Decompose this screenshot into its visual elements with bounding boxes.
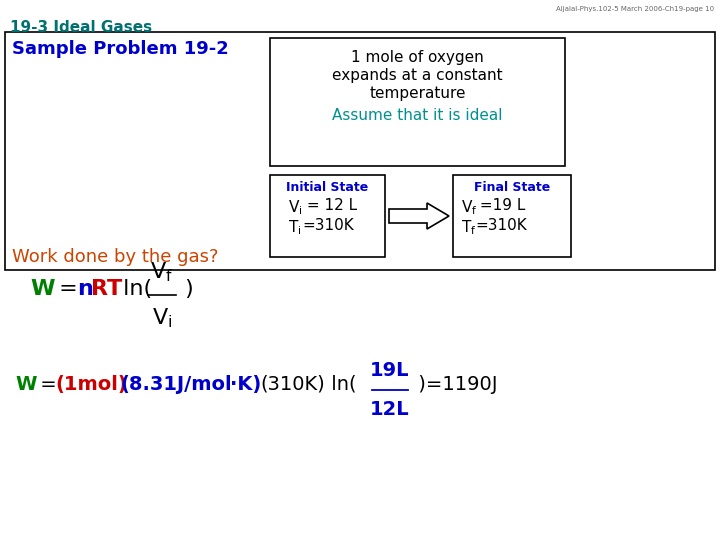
Text: T$_\mathregular{f}$: T$_\mathregular{f}$ [461,218,477,237]
Text: ): ) [178,279,194,299]
Text: 1 mole of oxygen: 1 mole of oxygen [351,50,484,65]
Text: 12L: 12L [370,400,410,419]
Text: (310K): (310K) [260,375,325,394]
Text: =310K: =310K [475,218,527,233]
Text: )=1190J: )=1190J [412,375,498,394]
Text: = 12 L: = 12 L [302,198,357,213]
Text: W: W [15,375,37,394]
Text: T$_\mathregular{i}$: T$_\mathregular{i}$ [288,218,302,237]
Text: (1mol): (1mol) [55,375,127,394]
Text: W: W [30,279,55,299]
Text: 19-3 Ideal Gases: 19-3 Ideal Gases [10,20,152,35]
Text: Sample Problem 19-2: Sample Problem 19-2 [12,40,229,58]
Text: =310K: =310K [302,218,354,233]
Text: temperature: temperature [369,86,466,101]
Text: Aljalal-Phys.102-5 March 2006-Ch19-page 10: Aljalal-Phys.102-5 March 2006-Ch19-page … [556,6,714,12]
Text: Assume that it is ideal: Assume that it is ideal [332,108,503,123]
Text: =19 L: =19 L [475,198,526,213]
Text: (8.31J/mol: (8.31J/mol [120,375,232,394]
Text: n: n [77,279,93,299]
Text: V$_\mathregular{i}$: V$_\mathregular{i}$ [288,198,302,217]
Text: Initial State: Initial State [287,181,369,194]
Text: V$_\mathregular{i}$: V$_\mathregular{i}$ [152,306,172,329]
Text: V$_\mathregular{f}$: V$_\mathregular{f}$ [461,198,477,217]
Bar [5,32,715,270]
Text: ln(: ln( [325,375,356,394]
Bar [453,175,571,257]
Text: RT: RT [91,279,122,299]
Text: =: = [52,279,85,299]
Bar [270,38,565,166]
FancyArrow shape [389,203,449,229]
Text: ·K): ·K) [230,375,261,394]
Text: ln(: ln( [116,279,152,299]
Text: V$_\mathregular{f}$: V$_\mathregular{f}$ [150,260,174,284]
Text: expands at a constant: expands at a constant [332,68,503,83]
Text: Final State: Final State [474,181,550,194]
Text: =: = [34,375,63,394]
Bar [270,175,385,257]
Text: 19L: 19L [370,361,410,380]
Text: Work done by the gas?: Work done by the gas? [12,248,218,266]
